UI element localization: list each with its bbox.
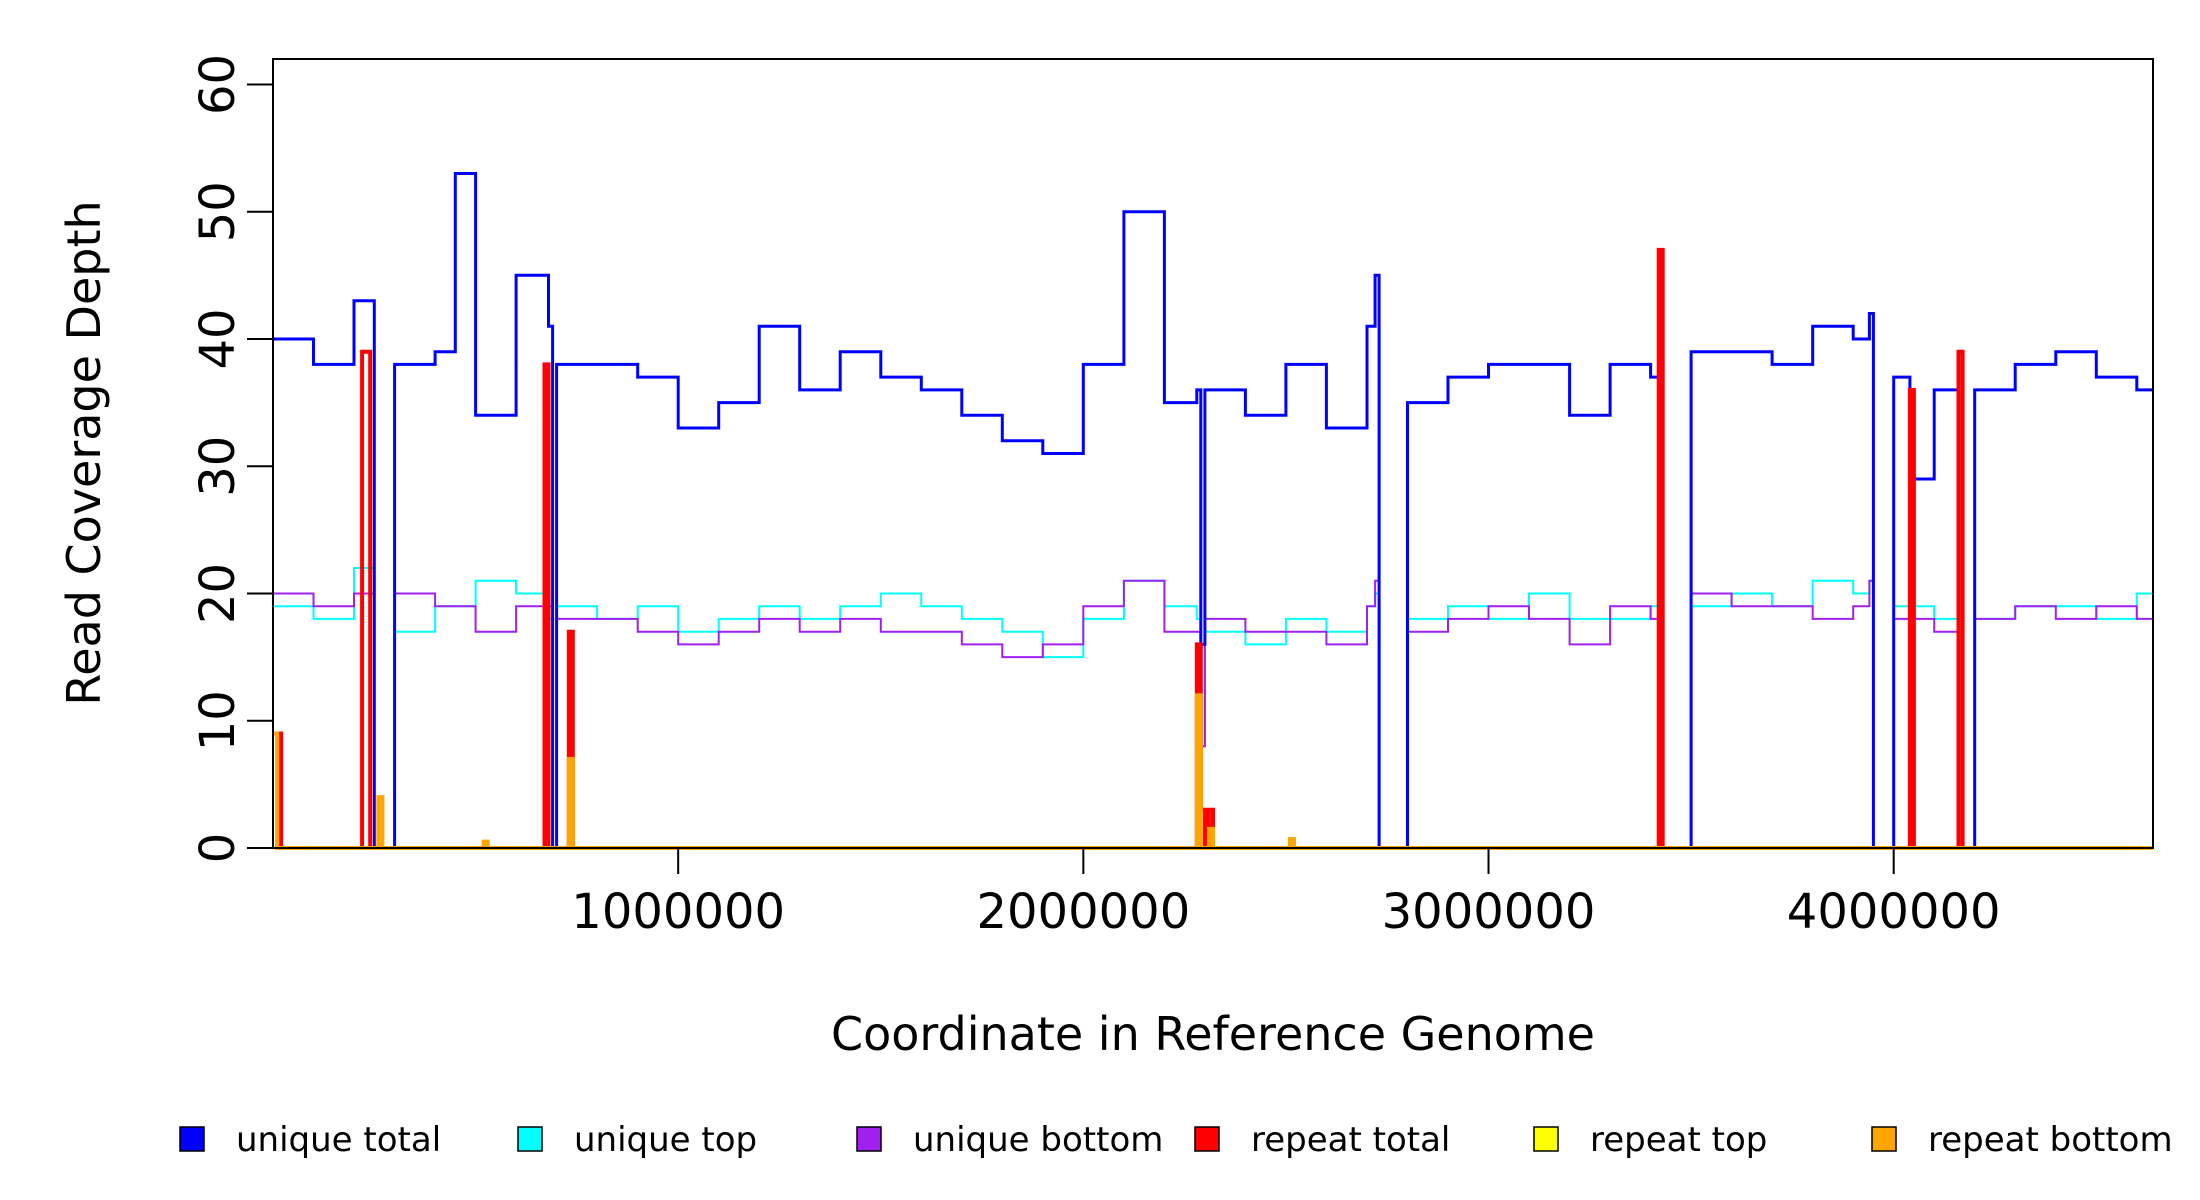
legend-swatch (179, 1126, 205, 1152)
series-unique-top (273, 567, 2153, 849)
y-tick-label: 10 (190, 690, 246, 751)
legend-label: unique bottom (913, 1120, 1163, 1160)
y-tick-label: 60 (190, 54, 246, 115)
y-tick-label: 40 (190, 308, 246, 369)
x-axis-title: Coordinate in Reference Genome (831, 1007, 1595, 1061)
x-tick-label: 4000000 (1787, 884, 2001, 940)
x-tick-label: 2000000 (976, 884, 1190, 940)
x-axis: 1000000 2000000 3000000 4000000 (571, 847, 2001, 940)
y-tick-label: 30 (190, 436, 246, 497)
legend-item-unique-bottom: unique bottom (856, 1120, 1163, 1160)
legend-item-repeat-bottom: repeat bottom (1871, 1120, 2173, 1160)
legend-swatch (1194, 1126, 1220, 1152)
series-unique-total (273, 172, 2153, 850)
legend-swatch (1871, 1126, 1897, 1152)
y-axis: 0 10 20 30 40 50 60 (190, 54, 274, 864)
x-tick-label: 3000000 (1382, 884, 1596, 940)
legend-label: unique top (574, 1120, 757, 1160)
legend-item-repeat-top: repeat top (1533, 1120, 1767, 1160)
legend-label: repeat top (1590, 1120, 1767, 1160)
legend-item-repeat-total: repeat total (1194, 1120, 1450, 1160)
y-tick-label: 20 (190, 563, 246, 624)
plot-frame (272, 58, 2154, 849)
legend-label: repeat bottom (1928, 1120, 2173, 1160)
legend-item-unique-total: unique total (179, 1120, 441, 1160)
legend-swatch (517, 1126, 543, 1152)
legend-swatch (1533, 1126, 1559, 1152)
legend-label: unique total (236, 1120, 441, 1160)
legend: unique total unique top unique bottom repea… (179, 1120, 2173, 1160)
y-tick-label: 50 (190, 181, 246, 242)
legend-label: repeat total (1251, 1120, 1450, 1160)
x-tick-label: 1000000 (571, 884, 785, 940)
legend-item-unique-top: unique top (517, 1120, 757, 1160)
legend-swatch (856, 1126, 882, 1152)
y-axis-title: Read Coverage Depth (57, 200, 111, 705)
y-tick-label: 0 (190, 833, 246, 864)
series-repeat-total (273, 247, 2153, 850)
plot-area (273, 172, 2153, 850)
